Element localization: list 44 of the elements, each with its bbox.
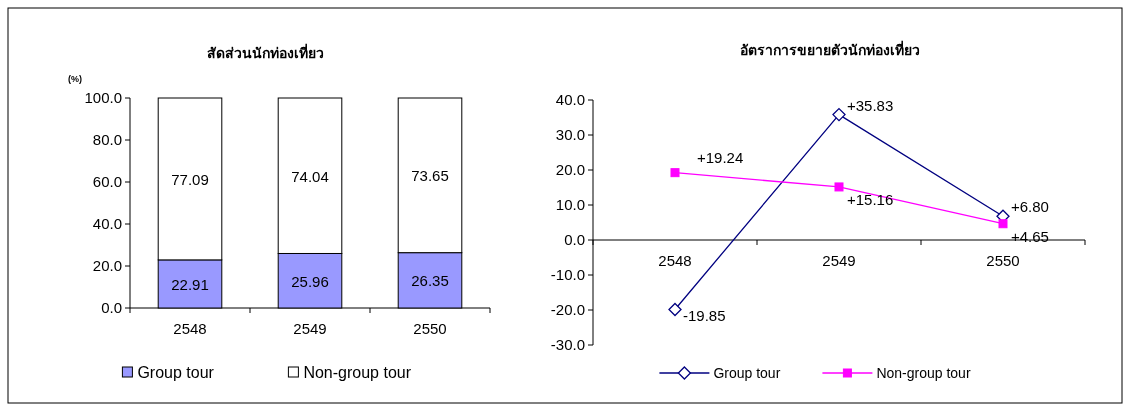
point: [832, 107, 846, 122]
y-tick-label: 20.0: [92, 257, 122, 274]
data-label: 25.96: [291, 272, 329, 290]
x-tick-label: 2550: [986, 252, 1020, 269]
y-axis-title: (%): [68, 74, 82, 84]
data-label: 74.04: [291, 167, 329, 185]
legend-label: Group tour: [137, 364, 215, 381]
y-tick-label: -30.0: [550, 336, 585, 353]
data-label: +35.83: [847, 96, 894, 114]
data-label: -19.85: [683, 307, 726, 325]
data-label: +6.80: [1011, 198, 1049, 216]
x-tick-label: 2549: [822, 252, 856, 269]
y-tick-label: 30.0: [555, 126, 585, 143]
point: [834, 182, 844, 192]
y-tick-label: -10.0: [550, 266, 585, 283]
y-tick-label: 60.0: [92, 173, 122, 190]
y-tick-label: 0.0: [564, 231, 585, 248]
y-tick-label: 20.0: [555, 161, 585, 178]
legend-label: Non-group tour: [303, 364, 412, 381]
y-tick-label: 0.0: [101, 299, 122, 316]
y-tick-label: 40.0: [92, 215, 122, 232]
data-label: +19.24: [697, 148, 744, 166]
data-label: 77.09: [171, 170, 209, 188]
y-tick-label: 10.0: [555, 196, 585, 213]
data-label: +15.16: [847, 190, 894, 208]
y-tick-label: 80.0: [92, 131, 122, 148]
y-tick-label: 100.0: [84, 89, 122, 106]
data-label: 26.35: [411, 272, 449, 290]
data-label: 73.65: [411, 167, 449, 185]
data-label: +4.65: [1011, 227, 1049, 245]
x-tick-label: 2549: [293, 320, 327, 337]
x-tick-label: 2548: [173, 320, 207, 337]
legend-label: Non-group tour: [876, 365, 971, 381]
data-label: 22.91: [171, 275, 209, 293]
point: [998, 219, 1008, 229]
point: [670, 168, 680, 178]
point: [668, 302, 682, 317]
x-tick-label: 2550: [413, 320, 447, 337]
legend-label: Group tour: [713, 365, 781, 381]
y-tick-label: 40.0: [555, 91, 585, 108]
x-tick-label: 2548: [658, 252, 692, 269]
chart-title: อัตราการขยายตัวนักท่องเที่ยว: [740, 40, 920, 58]
chart-title: สัดส่วนนักท่องเที่ยว: [206, 43, 324, 61]
y-tick-label: -20.0: [550, 301, 585, 318]
